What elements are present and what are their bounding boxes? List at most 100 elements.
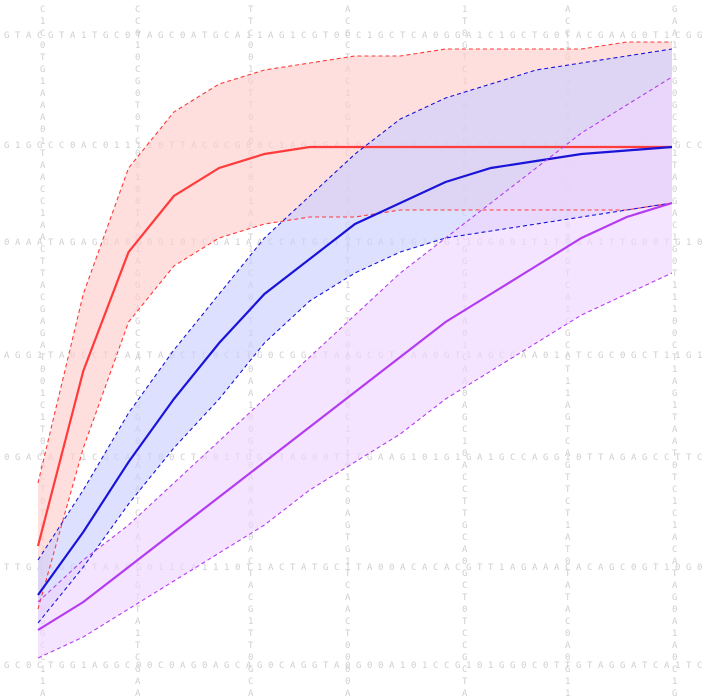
svg-text:T: T: [248, 641, 254, 651]
svg-text:T: T: [565, 473, 571, 483]
svg-text:C: C: [279, 661, 284, 671]
svg-text:0: 0: [147, 661, 152, 671]
svg-text:A: A: [15, 238, 21, 248]
svg-text:G: G: [40, 305, 45, 315]
svg-text:1: 1: [565, 389, 570, 399]
svg-text:T: T: [642, 661, 648, 671]
svg-text:G: G: [312, 31, 317, 41]
svg-text:1: 1: [466, 661, 471, 671]
series-lines: [36, 41, 673, 659]
svg-text:A: A: [248, 389, 254, 399]
svg-text:1: 1: [672, 293, 677, 303]
svg-text:0: 0: [672, 605, 677, 615]
svg-text:C: C: [664, 453, 669, 463]
svg-text:G: G: [40, 329, 45, 339]
svg-text:A: A: [631, 453, 637, 463]
svg-text:1: 1: [235, 238, 240, 248]
svg-text:C: C: [565, 437, 570, 447]
svg-text:T: T: [92, 31, 98, 41]
svg-text:1: 1: [675, 661, 680, 671]
svg-text:T: T: [147, 351, 153, 361]
svg-text:T: T: [40, 53, 46, 63]
svg-text:A: A: [26, 238, 32, 248]
svg-text:G: G: [576, 661, 581, 671]
svg-text:1: 1: [672, 521, 677, 531]
svg-text:A: A: [565, 641, 571, 651]
svg-text:T: T: [565, 545, 571, 555]
svg-text:0: 0: [672, 185, 677, 195]
svg-text:1: 1: [499, 31, 504, 41]
svg-text:C: C: [686, 141, 691, 151]
series-2-mean-line: [37, 201, 673, 631]
svg-text:C: C: [48, 141, 53, 151]
svg-text:0: 0: [642, 31, 647, 41]
svg-text:A: A: [609, 31, 615, 41]
svg-text:A: A: [125, 351, 131, 361]
svg-text:A: A: [345, 509, 351, 519]
svg-text:T: T: [323, 31, 329, 41]
svg-text:C: C: [169, 31, 174, 41]
svg-text:G: G: [103, 661, 108, 671]
svg-text:A: A: [213, 661, 219, 671]
svg-text:T: T: [135, 605, 141, 615]
svg-text:1: 1: [40, 209, 45, 219]
svg-text:C: C: [235, 661, 240, 671]
svg-text:A: A: [477, 453, 483, 463]
svg-text:0: 0: [248, 365, 253, 375]
svg-text:1: 1: [672, 281, 677, 291]
svg-text:T: T: [246, 563, 252, 573]
svg-text:G: G: [135, 77, 140, 87]
svg-text:G: G: [26, 141, 31, 151]
svg-text:G: G: [554, 453, 559, 463]
svg-text:0: 0: [26, 661, 31, 671]
svg-text:G: G: [697, 31, 702, 41]
svg-text:A: A: [290, 661, 296, 671]
svg-text:C: C: [334, 563, 339, 573]
svg-text:C: C: [40, 653, 45, 663]
series-1-mean-line: [37, 145, 673, 596]
svg-text:A: A: [422, 563, 428, 573]
svg-text:1: 1: [462, 5, 467, 15]
svg-text:C: C: [345, 41, 350, 51]
svg-text:0: 0: [135, 89, 140, 99]
svg-text:A: A: [345, 593, 351, 603]
svg-text:0: 0: [462, 29, 467, 39]
svg-text:C: C: [135, 5, 140, 15]
svg-text:C: C: [532, 661, 537, 671]
svg-text:C: C: [135, 329, 140, 339]
svg-text:0: 0: [672, 461, 677, 471]
svg-text:C: C: [59, 141, 64, 151]
svg-text:0: 0: [345, 677, 350, 687]
svg-text:1: 1: [565, 41, 570, 51]
svg-text:0: 0: [248, 41, 253, 51]
svg-text:A: A: [576, 563, 582, 573]
svg-text:G: G: [59, 661, 64, 671]
svg-text:T: T: [675, 453, 681, 463]
svg-text:0: 0: [565, 557, 570, 567]
svg-text:A: A: [378, 453, 384, 463]
svg-text:0: 0: [345, 641, 350, 651]
svg-text:A: A: [672, 29, 678, 39]
svg-text:T: T: [672, 449, 678, 459]
svg-text:1: 1: [202, 563, 207, 573]
svg-text:C: C: [462, 473, 467, 483]
svg-text:0: 0: [672, 257, 677, 267]
svg-text:T: T: [587, 661, 593, 671]
svg-text:T: T: [135, 497, 141, 507]
svg-text:G: G: [686, 351, 691, 361]
svg-text:1: 1: [672, 305, 677, 315]
svg-text:A: A: [40, 317, 46, 327]
svg-text:C: C: [37, 661, 42, 671]
svg-text:G: G: [466, 563, 471, 573]
svg-text:C: C: [672, 341, 677, 351]
svg-text:T: T: [248, 5, 254, 15]
svg-text:0: 0: [40, 437, 45, 447]
svg-text:0: 0: [180, 31, 185, 41]
svg-text:T: T: [15, 31, 21, 41]
svg-text:T: T: [135, 101, 141, 111]
svg-text:A: A: [565, 533, 571, 543]
svg-text:T: T: [653, 563, 659, 573]
svg-text:1: 1: [672, 497, 677, 507]
svg-text:0: 0: [345, 497, 350, 507]
